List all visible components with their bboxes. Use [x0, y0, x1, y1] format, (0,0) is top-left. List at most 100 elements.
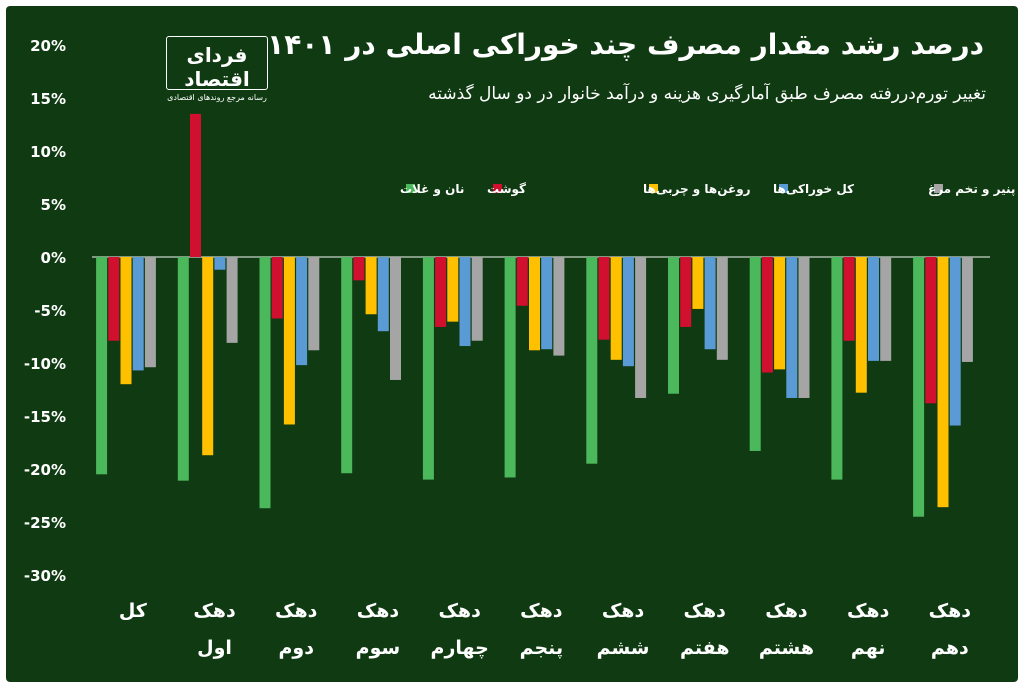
bar-2-6: [516, 257, 528, 306]
bar-1-9: [749, 257, 761, 451]
category-label-line1: دهک: [684, 600, 727, 622]
bar-2-1: [108, 257, 120, 341]
bar-4-8: [704, 257, 716, 350]
bar-5-5: [471, 257, 483, 341]
category-label-line1: دهک: [929, 600, 972, 622]
bar-5-2: [226, 257, 238, 343]
legend-swatch-5: [934, 184, 943, 193]
y-tick-label: -30%: [24, 567, 66, 585]
bar-5-6: [553, 257, 565, 356]
bar-4-11: [949, 257, 961, 426]
legend-swatch-2: [493, 184, 502, 193]
x-axis-categories: کل دهک اول دهک دوم دهک سوم دهک چهارم دهک پنجم دهک شش…: [119, 600, 971, 659]
y-tick-label: -15%: [24, 408, 66, 426]
legend-label-5: شیر، پنیر و تخم مرغ: [928, 182, 1024, 197]
legend: نان و غلات گوشت روغن‌ها و چربی‌ها کل خوراکی…: [400, 182, 1024, 197]
legend-label-2: گوشت: [487, 182, 526, 197]
y-axis-ticks: 20% 15% 10% 5% 0% -5% -10% -15% -20% -25% -30%: [24, 37, 66, 585]
bar-1-1: [96, 257, 108, 475]
bar-3-10: [855, 257, 867, 393]
legend-swatch-1: [406, 184, 415, 193]
bar-5-7: [635, 257, 647, 398]
y-tick-label: 5%: [41, 196, 66, 214]
category-label-line1: دهک: [193, 600, 236, 622]
category-label-line1: دهک: [520, 600, 563, 622]
bar-3-2: [202, 257, 214, 456]
category-label-line1: دهک: [602, 600, 645, 622]
bar-1-8: [668, 257, 679, 394]
bar-3-8: [692, 257, 704, 309]
bar-4-1: [132, 257, 144, 371]
category-label-line2: اول: [197, 637, 232, 659]
category-label-line2: نهم: [851, 637, 886, 659]
bar-3-11: [937, 257, 949, 508]
category-label-line1: دهک: [357, 600, 400, 622]
legend-label-3: روغن‌ها و چربی‌ها: [643, 182, 751, 197]
y-tick-label: -25%: [24, 514, 66, 532]
category-label-line1: دهک: [438, 600, 481, 622]
y-tick-label: -5%: [34, 302, 66, 320]
bar-2-4: [353, 257, 365, 281]
bar-3-7: [610, 257, 622, 360]
y-tick-label: 10%: [30, 143, 66, 161]
brand-logo-name: فردای اقتصاد: [184, 43, 250, 91]
bar-5-9: [798, 257, 810, 398]
legend-swatch-4: [779, 184, 788, 193]
bar-1-2: [177, 257, 189, 481]
bar-4-2: [214, 257, 226, 270]
bar-5-10: [880, 257, 892, 361]
bar-4-6: [541, 257, 553, 350]
bar-2-7: [598, 257, 610, 340]
category-label-line2: چهارم: [431, 637, 489, 659]
bar-1-7: [586, 257, 598, 464]
bar-2-2: [190, 113, 201, 258]
bar-1-5: [422, 257, 434, 480]
bar-5-3: [308, 257, 320, 351]
y-tick-label: -10%: [24, 355, 66, 373]
bar-3-9: [774, 257, 786, 370]
bar-4-3: [296, 257, 308, 366]
y-tick-label: 20%: [30, 37, 66, 55]
bar-2-5: [435, 257, 447, 327]
category-label-line2: دوم: [279, 637, 315, 659]
bar-3-6: [529, 257, 540, 351]
bar-1-4: [341, 257, 353, 474]
chart-subtitle: تغییر تورم‌دررفته مصرف طبق آمارگیری هزین…: [428, 84, 986, 104]
chart-title: درصد رشد مقدار مصرف چند خوراکی اصلی در ۱…: [267, 28, 984, 61]
bar-2-8: [680, 257, 692, 327]
y-tick-label: -20%: [24, 461, 66, 479]
y-tick-label: 0%: [41, 249, 66, 267]
bar-1-11: [913, 257, 925, 517]
bar-5-4: [390, 257, 401, 380]
category-label-line1: دهک: [275, 600, 318, 622]
bars-layer: [96, 113, 973, 517]
bar-5-11: [961, 257, 973, 362]
bar-4-10: [868, 257, 879, 361]
category-label-line1: دهک: [847, 600, 890, 622]
y-tick-label: 15%: [30, 90, 66, 108]
category-label-line2: هشتم: [759, 637, 814, 659]
legend-swatch-3: [649, 184, 658, 193]
bar-4-4: [377, 257, 389, 332]
category-label-line1: دهک: [765, 600, 808, 622]
bar-3-4: [365, 257, 377, 315]
category-label-line2: دهم: [931, 637, 969, 659]
bar-4-7: [622, 257, 634, 367]
bar-1-3: [259, 257, 271, 509]
bar-4-9: [786, 257, 798, 398]
category-label-line2: پنجم: [520, 637, 563, 659]
bar-5-1: [144, 257, 156, 368]
legend-label-1: نان و غلات: [400, 182, 464, 197]
bar-2-11: [925, 257, 937, 404]
bar-3-1: [120, 257, 132, 385]
bar-1-6: [504, 257, 516, 478]
category-label-line2: ششم: [597, 637, 650, 659]
bar-3-3: [283, 257, 295, 425]
legend-label-4: کل خوراکی‌ها: [773, 182, 854, 197]
bar-1-10: [831, 257, 843, 480]
bar-3-5: [447, 257, 459, 322]
category-label-line1: کل: [119, 600, 148, 622]
category-label-line2: هفتم: [680, 637, 730, 659]
brand-logo: فردای اقتصاد رسانه مرجع روندهای اقتصادی: [166, 36, 268, 102]
